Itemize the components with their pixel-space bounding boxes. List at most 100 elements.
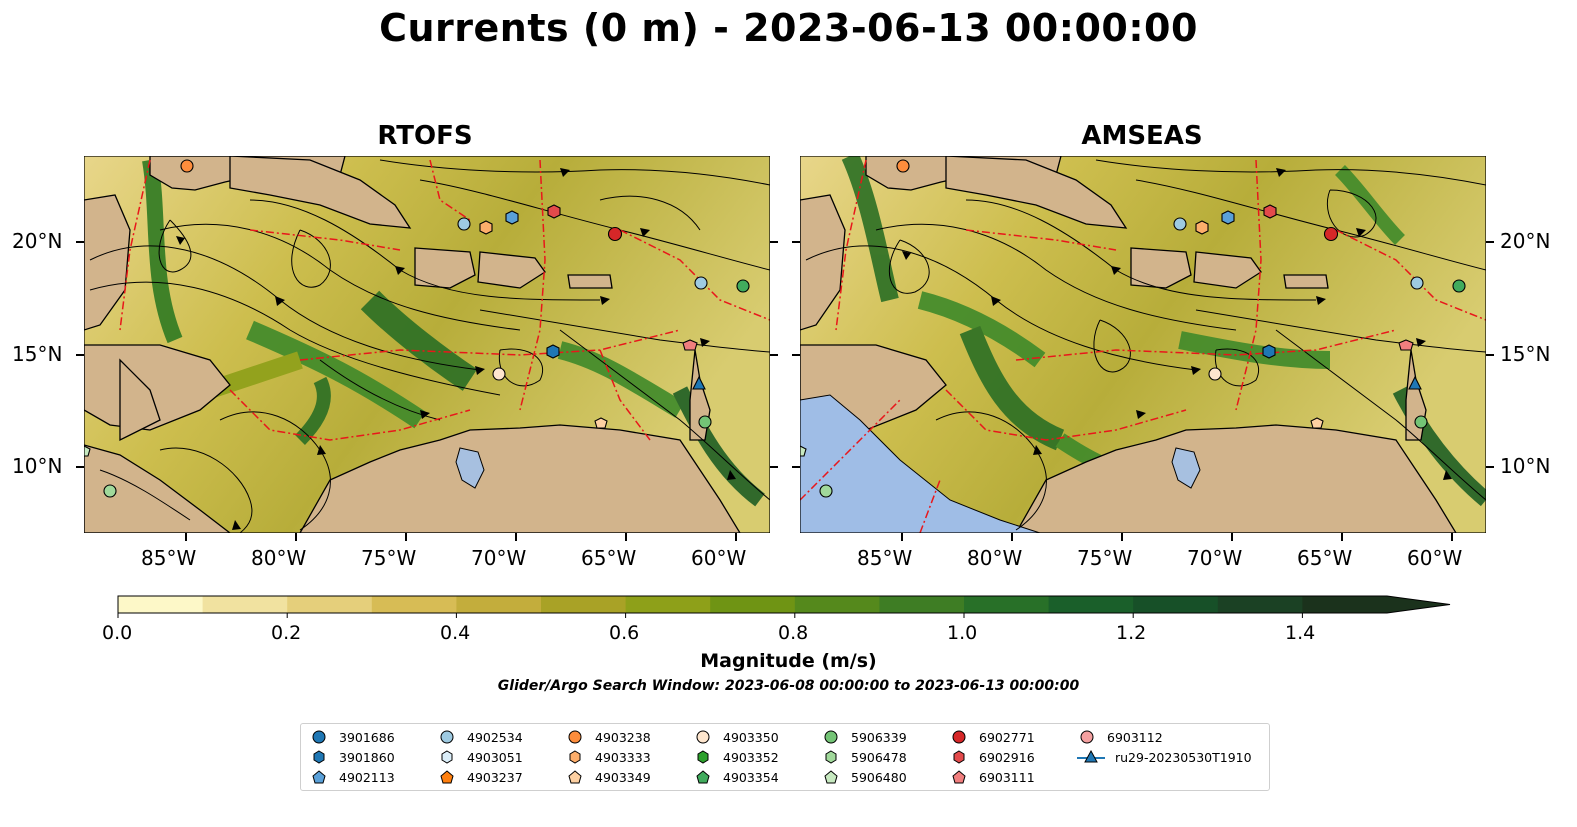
legend-item: 4902534: [437, 727, 523, 747]
rtofs-land: [84, 156, 741, 533]
legend-marker-icon: [825, 750, 837, 764]
colorbar-bin: [1048, 596, 1134, 613]
lon-tick-80w-right: 80°W: [967, 546, 1023, 570]
legend-marker-icon: [568, 770, 582, 784]
lon-tick-70w-right: 70°W: [1187, 546, 1243, 570]
legend-marker-icon: [440, 730, 454, 744]
legend-item: 5906480: [821, 767, 907, 787]
legend-item: 4903237: [437, 767, 523, 787]
legend-label: 5906339: [851, 729, 907, 745]
amseas-land: [800, 156, 1457, 533]
legend-label: 3901860: [339, 749, 395, 765]
legend-item: 4902113: [309, 767, 395, 787]
legend-label: 4903051: [467, 749, 523, 765]
colorbar-bin: [541, 596, 627, 613]
lat-tick-15n-right: 15°N: [1500, 342, 1551, 366]
lat-tick-20n-right: 20°N: [1500, 229, 1551, 253]
colorbar-tick: 0.0: [102, 622, 133, 644]
lat-tick-10n: 10°N: [12, 454, 63, 478]
legend-label: 6903111: [979, 769, 1035, 785]
colorbar-tick: 0.8: [778, 622, 809, 644]
legend-marker-icon: [696, 730, 710, 744]
colorbar-extend-arrow: [1387, 596, 1450, 613]
lon-tick-85w: 85°W: [141, 546, 197, 570]
legend-item: 6903111: [949, 767, 1035, 787]
legend-label: 4903354: [723, 769, 779, 785]
colorbar-tick: 1.4: [1285, 622, 1316, 644]
legend-item: 5906339: [821, 727, 907, 747]
lon-tick-75w: 75°W: [361, 546, 417, 570]
legend-label: 4902534: [467, 729, 523, 745]
colorbar-bin: [1302, 596, 1388, 613]
legend-label: 4903333: [595, 749, 651, 765]
lat-tick-15n: 15°N: [12, 342, 63, 366]
lat-tick-20n: 20°N: [12, 229, 63, 253]
lon-tick-80w: 80°W: [251, 546, 307, 570]
legend-item: ru29-20230530T1910: [1077, 747, 1252, 767]
legend-item: 6902916: [949, 747, 1035, 767]
legend: 3901686 3901860 4902113 4902534 4903051 49032…: [300, 723, 1270, 791]
legend-label: ru29-20230530T1910: [1115, 749, 1252, 765]
colorbar: [117, 595, 1451, 618]
legend-label: 3901686: [339, 729, 395, 745]
legend-label: 4903238: [595, 729, 651, 745]
legend-label: 4903350: [723, 729, 779, 745]
legend-marker-icon: [824, 730, 838, 744]
legend-marker-icon: [952, 730, 966, 744]
legend-item: 4903352: [693, 747, 779, 767]
legend-label: 6903112: [1107, 729, 1163, 745]
colorbar-title: Magnitude (m/s): [700, 650, 877, 672]
colorbar-bin: [118, 596, 204, 613]
legend-label: 4903349: [595, 769, 651, 785]
legend-marker-icon: [441, 750, 453, 764]
rtofs-streamlines: [89, 159, 770, 533]
legend-item: 3901860: [309, 747, 395, 767]
search-window-subtitle: Glider/Argo Search Window: 2023-06-08 00…: [497, 678, 1080, 694]
rtofs-map: [84, 156, 770, 533]
legend-item: 4903333: [565, 747, 651, 767]
legend-label: 4902113: [339, 769, 395, 785]
amseas-arrows: [902, 168, 1452, 480]
colorbar-tick: 0.4: [440, 622, 471, 644]
legend-label: 5906478: [851, 749, 907, 765]
colorbar-tick: 0.2: [271, 622, 302, 644]
amseas-map: [800, 156, 1486, 533]
legend-marker-icon: [568, 730, 582, 744]
legend-label: 6902916: [979, 749, 1035, 765]
lon-tick-60w: 60°W: [691, 546, 747, 570]
legend-item: 3901686: [309, 727, 395, 747]
colorbar-bin: [287, 596, 373, 613]
legend-label: 6902771: [979, 729, 1035, 745]
legend-marker-icon: [313, 750, 325, 764]
amseas-eez-boundaries: [800, 159, 1486, 533]
colorbar-bin: [964, 596, 1050, 613]
legend-marker-icon: [312, 730, 326, 744]
legend-item: 6903112: [1077, 727, 1163, 747]
amseas-lakes: [1171, 447, 1201, 489]
colorbar-bin: [879, 596, 965, 613]
lat-tick-10n-right: 10°N: [1500, 454, 1551, 478]
lon-tick-70w: 70°W: [471, 546, 527, 570]
colorbar-bin: [456, 596, 542, 613]
colorbar-outline: [117, 595, 1451, 614]
figure-title: Currents (0 m) - 2023-06-13 00:00:00: [379, 6, 1198, 50]
rtofs-lakes: [455, 447, 485, 489]
legend-marker-icon: [953, 750, 965, 764]
legend-item: 4903238: [565, 727, 651, 747]
colorbar-bin: [371, 596, 457, 613]
colorbar-tick: 1.0: [947, 622, 978, 644]
colorbar-bin: [1217, 596, 1303, 613]
legend-marker-icon: [824, 770, 838, 784]
legend-item: 4903350: [693, 727, 779, 747]
legend-marker-icon: [312, 770, 326, 784]
legend-label: 4903237: [467, 769, 523, 785]
panel-title-amseas: AMSEAS: [1081, 121, 1203, 151]
colorbar-tick: 1.2: [1116, 622, 1147, 644]
legend-item: 5906478: [821, 747, 907, 767]
legend-item: 6902771: [949, 727, 1035, 747]
legend-marker-icon: [1077, 749, 1105, 763]
colorbar-bin: [202, 596, 288, 613]
amseas-glider-markers: [800, 159, 1466, 498]
lon-tick-85w-right: 85°W: [857, 546, 913, 570]
